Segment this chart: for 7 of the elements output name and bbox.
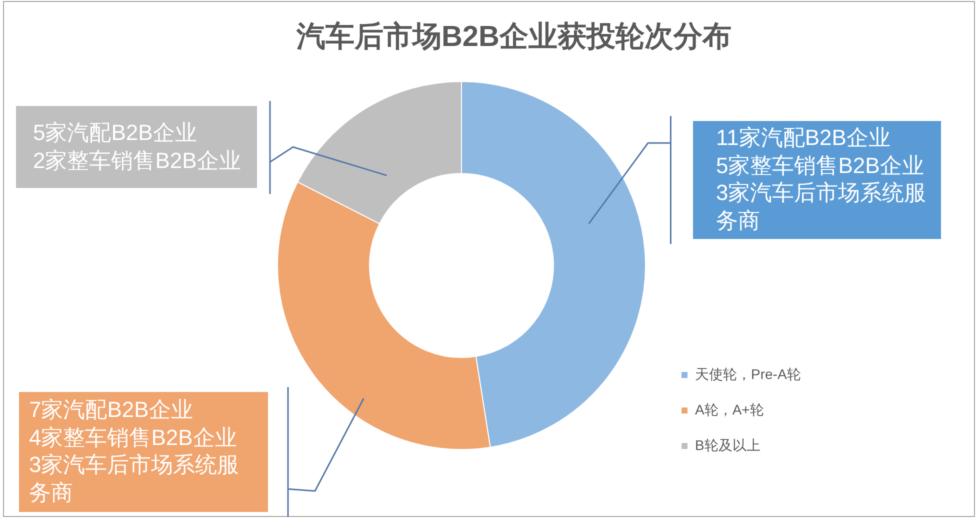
text: 7家汽配B2B企业 4家整车销售B2B企业 3家汽车后市场系统服务商	[19, 392, 268, 512]
text: 5家汽配B2B企业 2家整车销售B2B企业	[16, 106, 257, 188]
legend-label: B轮及以上	[695, 436, 760, 453]
legend-label: A轮，A+轮	[695, 401, 764, 418]
legend-label: 天使轮，Pre-A轮	[695, 366, 801, 382]
text: 11家汽配B2B企业 5家整车销售B2B企业 3家汽车后市场系统服务商	[693, 121, 941, 239]
chart-title: 汽车后市场B2B企业获投轮次分布	[295, 20, 732, 55]
